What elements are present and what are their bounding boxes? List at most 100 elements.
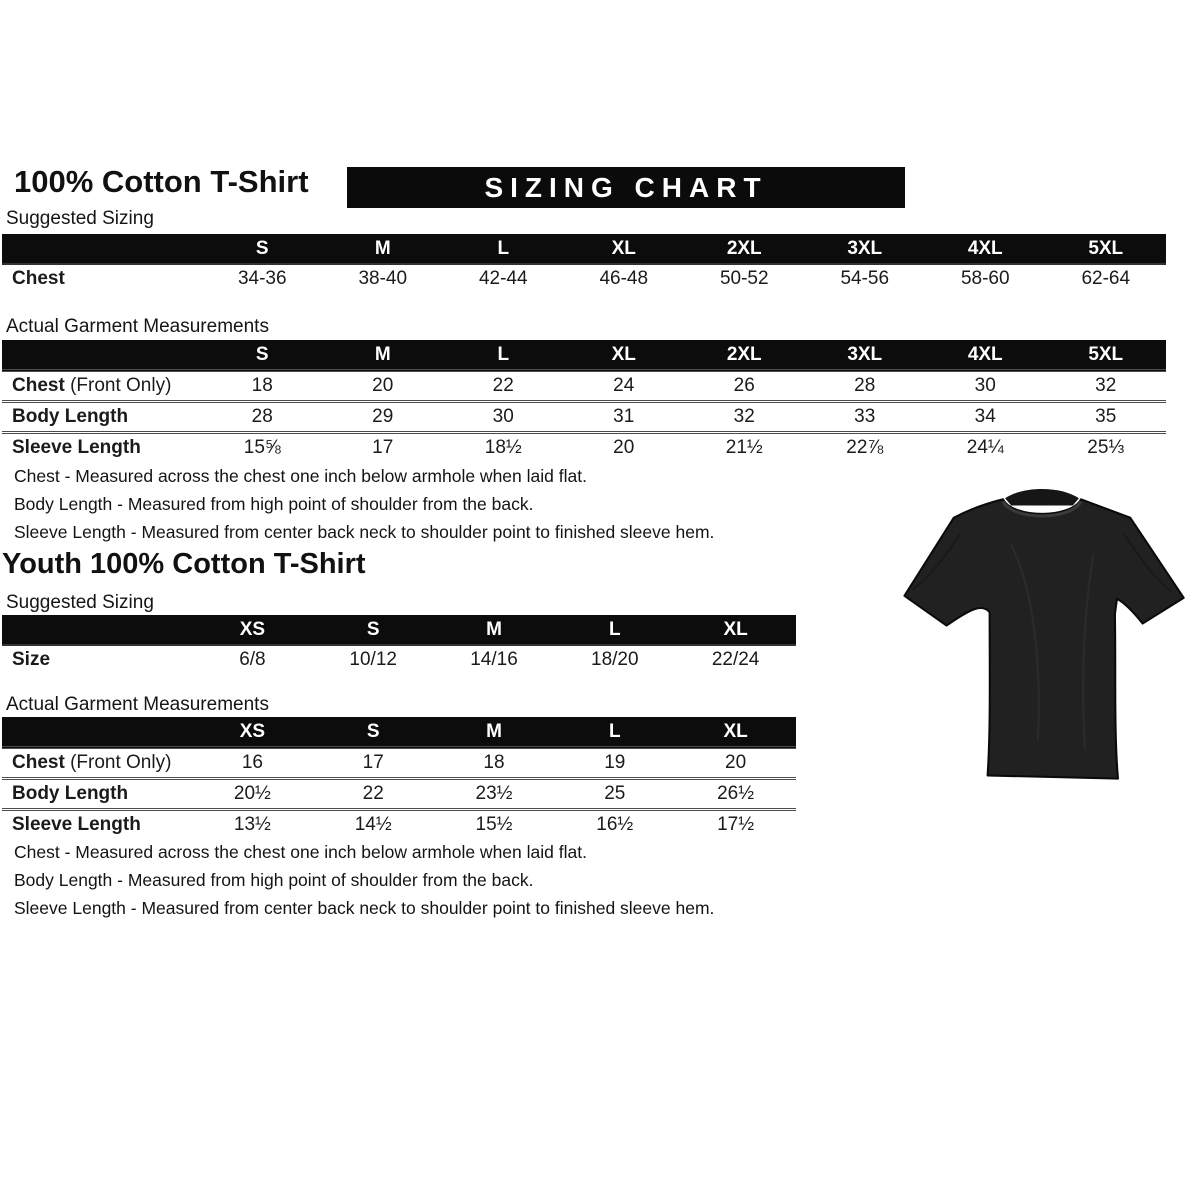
column-header: 2XL: [684, 340, 805, 371]
note-sleeve-length: Sleeve Length - Measured from center bac…: [14, 522, 715, 542]
youth-section-title: Youth 100% Cotton T-Shirt: [2, 548, 366, 580]
cell: 42-44: [443, 263, 564, 293]
column-header: 3XL: [804, 234, 925, 264]
cell: 26½: [675, 777, 796, 810]
cell: 34-36: [202, 263, 323, 293]
row-label-suffix: (Front Only): [64, 375, 172, 396]
cell: 25: [554, 777, 676, 810]
cell: 30: [925, 369, 1046, 402]
cell: 18: [202, 369, 323, 402]
cell: 35: [1045, 400, 1166, 433]
adult-suggested-sizing-table: S M L XL 2XL 3XL 4XL 5XL Chest 34-36 38-…: [2, 234, 1166, 293]
note-body-length: Body Length - Measured from high point o…: [14, 494, 534, 514]
cell: 13½: [192, 808, 313, 839]
table-row-chest: Chest (Front Only) 18 20 22 24 26 28 30 …: [2, 369, 1166, 402]
column-header: M: [433, 615, 555, 645]
column-header: L: [443, 234, 564, 264]
empty-header-cell: [2, 234, 202, 264]
youth-suggested-sizing-table: XS S M L XL Size 6/8 10/12 14/16 18/20 2…: [2, 615, 796, 674]
note-chest: Chest - Measured across the chest one in…: [14, 842, 587, 862]
row-label: Sleeve Length: [12, 814, 141, 835]
table-row-body-length: Body Length 20½ 22 23½ 25 26½: [2, 777, 796, 810]
column-header: 5XL: [1045, 340, 1166, 371]
page-title: 100% Cotton T-Shirt: [14, 164, 309, 199]
cell: 28: [202, 400, 323, 433]
cell: 28: [804, 369, 925, 402]
column-header: XL: [675, 615, 796, 645]
cell: 26: [684, 369, 805, 402]
cell: 20: [563, 431, 684, 462]
cell: 20: [322, 369, 443, 402]
row-label: Chest: [12, 268, 65, 289]
cell: 20½: [192, 777, 313, 810]
column-header: XL: [563, 234, 684, 264]
column-header: S: [202, 234, 323, 264]
cell: 15½: [433, 808, 555, 839]
black-tshirt-graphic: [903, 489, 1185, 780]
column-header: S: [202, 340, 323, 371]
cell: 16: [192, 746, 313, 779]
cell: 18/20: [554, 644, 676, 674]
cell: 21½: [684, 431, 805, 462]
cell: 62-64: [1045, 263, 1166, 293]
table-row-chest: Chest (Front Only) 16 17 18 19 20: [2, 746, 796, 779]
row-label: Sleeve Length: [12, 437, 141, 458]
adult-measurement-notes: Chest - Measured across the chest one in…: [14, 462, 914, 546]
row-label-suffix: (Front Only): [64, 752, 172, 773]
cell: 17: [322, 431, 443, 462]
cell: 25⅓: [1045, 431, 1166, 462]
column-header: XS: [192, 717, 313, 748]
column-header: 2XL: [684, 234, 805, 264]
column-header: S: [312, 717, 434, 748]
cell: 23½: [433, 777, 555, 810]
cell: 50-52: [684, 263, 805, 293]
cell: 58-60: [925, 263, 1046, 293]
youth-measurement-notes: Chest - Measured across the chest one in…: [14, 838, 914, 922]
adult-actual-measurements-label: Actual Garment Measurements: [6, 316, 269, 337]
cell: 32: [684, 400, 805, 433]
youth-actual-measurements-label: Actual Garment Measurements: [6, 694, 269, 715]
cell: 29: [322, 400, 443, 433]
column-header: M: [322, 234, 443, 264]
cell: 10/12: [312, 644, 434, 674]
cell: 22: [312, 777, 434, 810]
cell: 33: [804, 400, 925, 433]
row-label: Chest: [12, 375, 65, 396]
column-header: L: [443, 340, 564, 371]
column-header: S: [312, 615, 434, 645]
cell: 24: [563, 369, 684, 402]
cell: 31: [563, 400, 684, 433]
cell: 24¼: [925, 431, 1046, 462]
row-label: Body Length: [12, 783, 129, 804]
column-header: 5XL: [1045, 234, 1166, 264]
cell: 46-48: [563, 263, 684, 293]
column-header: 3XL: [804, 340, 925, 371]
adult-actual-measurements-table: S M L XL 2XL 3XL 4XL 5XL Chest (Front On…: [2, 340, 1166, 462]
empty-header-cell: [2, 717, 192, 748]
column-header: M: [433, 717, 555, 748]
table-row-body-length: Body Length 28 29 30 31 32 33 34 35: [2, 400, 1166, 433]
table-header-row: S M L XL 2XL 3XL 4XL 5XL: [2, 234, 1166, 264]
cell: 38-40: [322, 263, 443, 293]
table-header-row: XS S M L XL: [2, 717, 796, 748]
row-label: Size: [12, 649, 51, 670]
cell: 17½: [675, 808, 796, 839]
column-header: L: [554, 615, 676, 645]
cell: 22/24: [675, 644, 796, 674]
cell: 17: [312, 746, 434, 779]
cell: 14/16: [433, 644, 555, 674]
youth-actual-measurements-table: XS S M L XL Chest (Front Only) 16 17 18 …: [2, 717, 796, 839]
cell: 18: [433, 746, 555, 779]
cell: 22⅞: [804, 431, 925, 462]
empty-header-cell: [2, 340, 202, 371]
table-header-row: S M L XL 2XL 3XL 4XL 5XL: [2, 340, 1166, 371]
cell: 15⅝: [202, 431, 323, 462]
column-header: XL: [563, 340, 684, 371]
cell: 6/8: [192, 644, 313, 674]
cell: 34: [925, 400, 1046, 433]
note-body-length: Body Length - Measured from high point o…: [14, 870, 534, 890]
column-header: XL: [675, 717, 796, 748]
cell: 16½: [554, 808, 676, 839]
cell: 19: [554, 746, 676, 779]
note-chest: Chest - Measured across the chest one in…: [14, 466, 587, 486]
